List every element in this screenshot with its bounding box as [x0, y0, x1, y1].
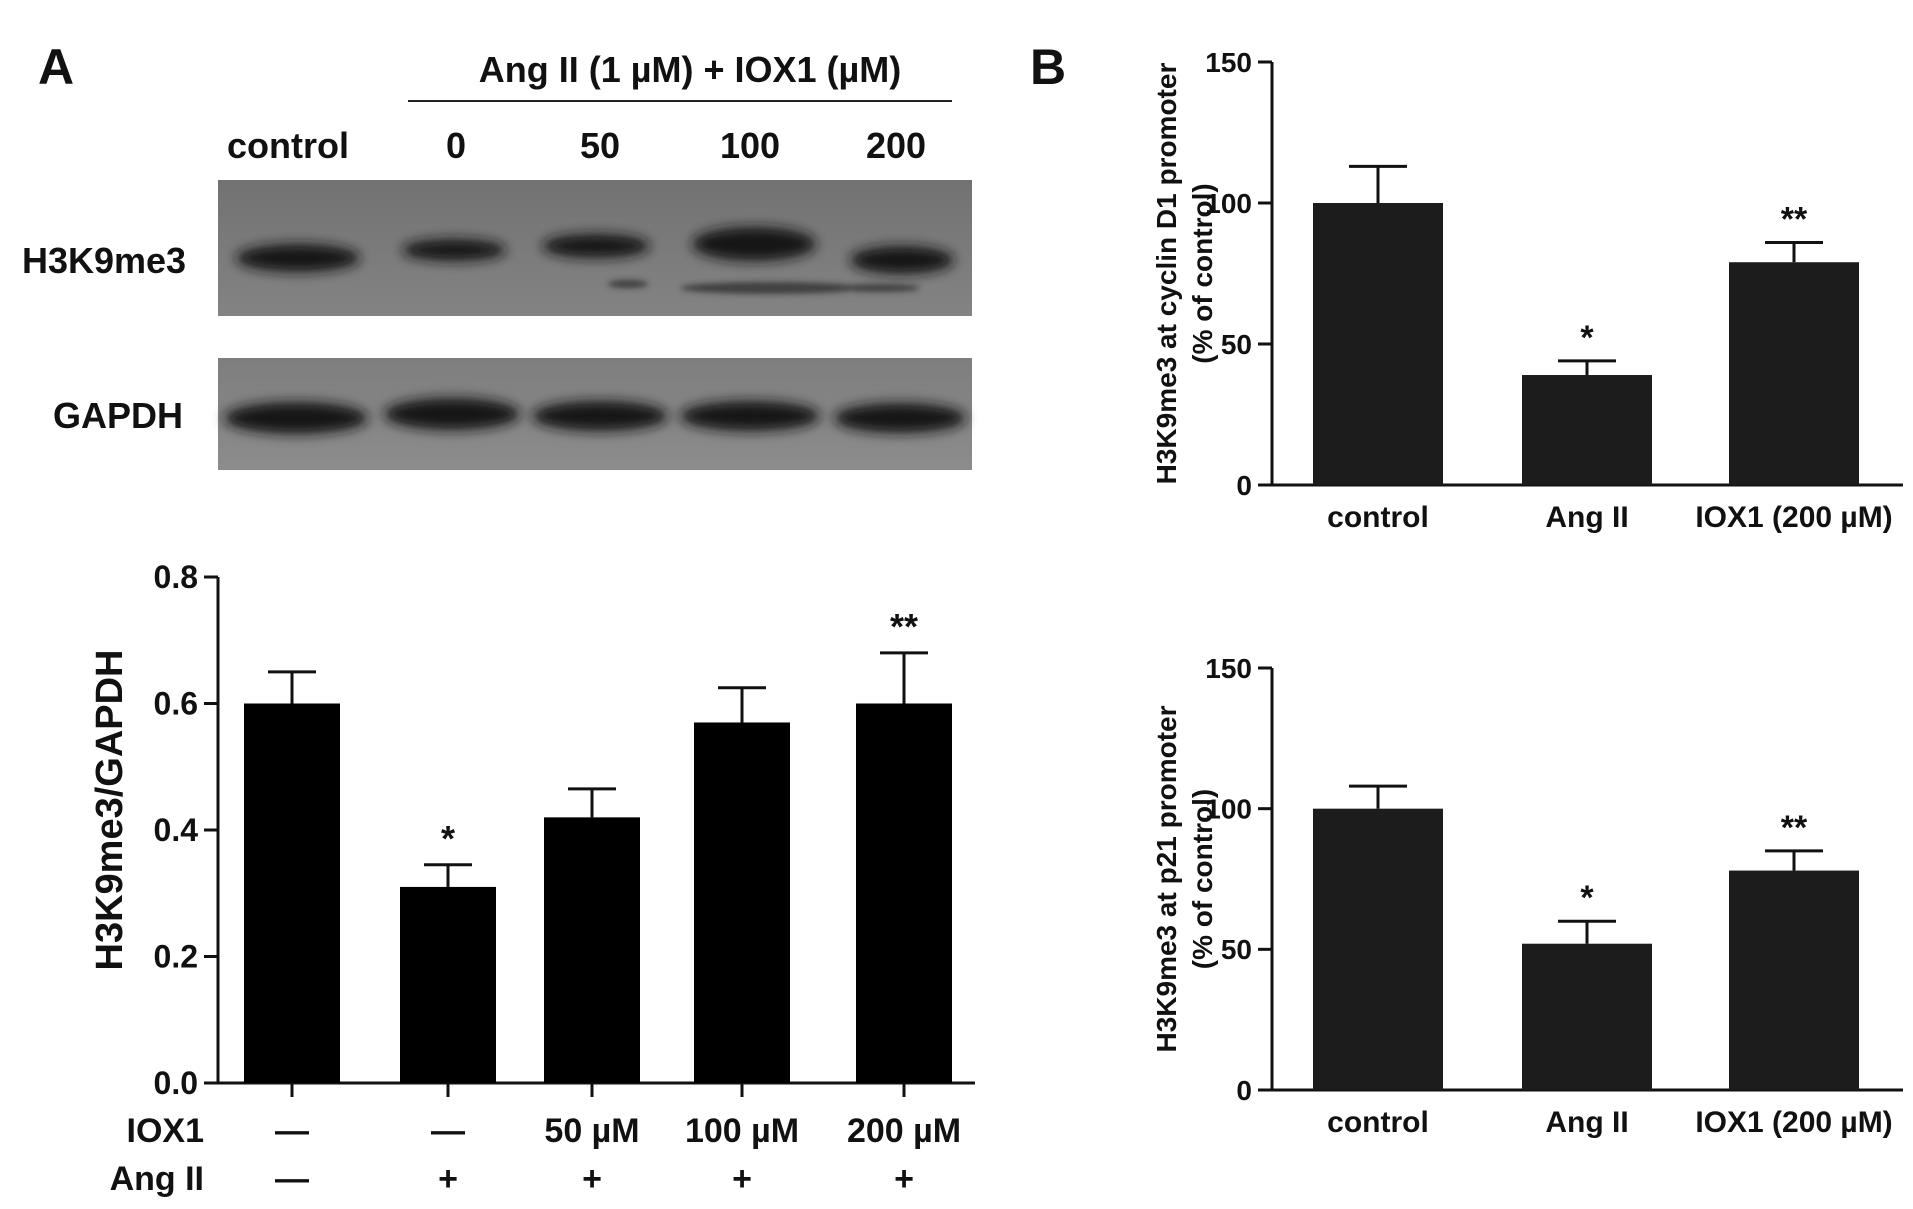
y-axis-label: (% of control): [1187, 789, 1218, 969]
row-label-h3k9me3: H3K9me3: [22, 240, 186, 281]
y-tick-label: 0: [1236, 1075, 1252, 1106]
x-tick-label: control: [1327, 501, 1429, 534]
bar: [1522, 943, 1652, 1090]
blot-strip-h3k9me3: [218, 180, 972, 316]
x-tick-label: Ang II: [1545, 1106, 1628, 1139]
bar: [544, 817, 640, 1083]
treatment-row-label: IOX1: [127, 1112, 204, 1150]
y-tick-label: 0.8: [154, 559, 198, 595]
lane-label-0: 0: [446, 125, 466, 166]
treatment-row-label: Ang II: [110, 1160, 204, 1198]
treatment-value: +: [894, 1160, 914, 1198]
treatment-value: —: [431, 1112, 465, 1150]
bar: [1729, 870, 1859, 1090]
x-tick-label: IOX1 (200 µM): [1695, 501, 1892, 534]
bar: [694, 722, 790, 1083]
significance-marker: **: [890, 606, 918, 647]
panel-label-b: B: [1030, 39, 1067, 95]
y-axis-label: H3K9me3 at cyclin D1 promoter: [1151, 63, 1182, 485]
treatment-value: 100 µM: [685, 1112, 799, 1150]
y-tick-label: 100: [1205, 188, 1252, 219]
x-tick-label: IOX1 (200 µM): [1695, 1106, 1892, 1139]
y-axis-label: H3K9me3 at p21 promoter: [1151, 705, 1182, 1052]
treatment-value: —: [275, 1160, 309, 1198]
treatment-value: +: [438, 1160, 458, 1198]
x-tick-label: Ang II: [1545, 501, 1628, 534]
significance-marker: *: [1580, 319, 1594, 357]
treatment-value: +: [582, 1160, 602, 1198]
lane-label-control: control: [227, 125, 349, 166]
bar: [1522, 375, 1652, 485]
bar: [856, 703, 952, 1083]
treatment-value: —: [275, 1112, 309, 1150]
bar: [1313, 808, 1443, 1090]
y-axis-label: H3K9me3/GAPDH: [89, 650, 131, 971]
western-blot: Ang II (1 µM) + IOX1 (µM) control 0 50 1…: [22, 49, 972, 470]
significance-marker: **: [1781, 809, 1808, 847]
y-tick-label: 150: [1205, 47, 1252, 78]
lane-label-200: 200: [866, 125, 926, 166]
panel-label-a: A: [38, 39, 75, 95]
significance-marker: *: [1580, 879, 1594, 917]
x-tick-label: control: [1327, 1106, 1429, 1139]
y-tick-label: 0.4: [154, 812, 199, 848]
row-label-gapdh: GAPDH: [53, 395, 183, 436]
y-tick-label: 150: [1205, 653, 1252, 684]
bar: [400, 886, 496, 1083]
y-tick-label: 0.2: [154, 939, 198, 975]
y-axis-label: (% of control): [1187, 183, 1218, 363]
significance-marker: **: [1781, 200, 1808, 238]
y-tick-label: 0.6: [154, 686, 198, 722]
lane-label-50: 50: [580, 125, 620, 166]
treatment-value: 200 µM: [847, 1112, 961, 1150]
bar: [244, 703, 340, 1083]
y-tick-label: 50: [1221, 329, 1252, 360]
blot-header: Ang II (1 µM) + IOX1 (µM): [479, 49, 902, 90]
treatment-value: 50 µM: [544, 1112, 639, 1150]
treatment-value: +: [732, 1160, 752, 1198]
chart-b-p21: 0 50 100 150 H3K9me3 at p21 promoter (% of co…: [1151, 653, 1903, 1139]
bar: [1729, 262, 1859, 485]
chart-b-cyclin-d1: 0 50 100 150 H3K9me3 at cyclin D1 promoter (%…: [1151, 47, 1903, 534]
y-tick-label: 0: [1236, 470, 1252, 501]
significance-marker: *: [441, 818, 455, 859]
lane-label-100: 100: [720, 125, 780, 166]
y-tick-label: 100: [1205, 793, 1252, 824]
y-tick-label: 50: [1221, 934, 1252, 965]
bar: [1313, 203, 1443, 485]
blot-strip-gapdh: [218, 358, 972, 470]
y-tick-label: 0.0: [154, 1065, 198, 1101]
